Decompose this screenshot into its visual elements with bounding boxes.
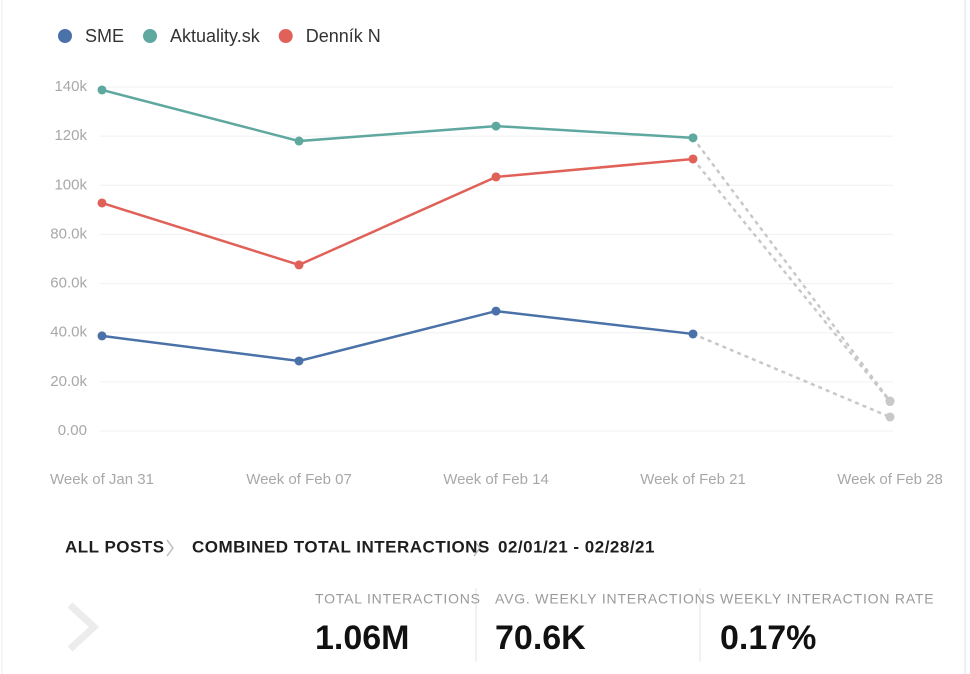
breadcrumb[interactable]: COMBINED TOTAL INTERACTIONS bbox=[192, 537, 490, 556]
y-tick-label: 140k bbox=[54, 78, 87, 95]
series-line bbox=[101, 309, 694, 363]
y-tick-label: 80.0k bbox=[50, 225, 87, 242]
series-line bbox=[101, 157, 694, 267]
breadcrumb[interactable]: ALL POSTS bbox=[65, 537, 165, 556]
stat-value: 70.6K bbox=[495, 619, 586, 657]
point bbox=[97, 331, 107, 341]
legend-label: Denník N bbox=[306, 26, 381, 46]
breadcrumb: 02/01/21 - 02/28/21 bbox=[498, 537, 655, 556]
x-tick-label: Week of Jan 31 bbox=[50, 471, 154, 488]
y-tick-label: 100k bbox=[54, 176, 87, 193]
stat-label: AVG. WEEKLY INTERACTIONS bbox=[495, 591, 716, 607]
x-tick-label: Week of Feb 07 bbox=[246, 471, 352, 488]
y-tick-label: 40.0k bbox=[50, 324, 87, 341]
stat-label: WEEKLY INTERACTION RATE bbox=[720, 591, 934, 607]
y-tick-label: 120k bbox=[54, 127, 87, 144]
breadcrumb-separator bbox=[166, 539, 481, 557]
series-line bbox=[101, 88, 694, 143]
x-tick-label: Week of Feb 21 bbox=[640, 471, 746, 488]
projected-line bbox=[691, 137, 892, 402]
point bbox=[491, 172, 501, 182]
point bbox=[97, 85, 107, 95]
projected-line bbox=[692, 332, 891, 419]
point bbox=[885, 397, 895, 407]
legend-marker bbox=[58, 29, 72, 43]
y-tick-label: 60.0k bbox=[50, 275, 87, 292]
legend-marker bbox=[278, 29, 293, 43]
legend-marker bbox=[143, 29, 158, 43]
x-tick-label: Week of Feb 28 bbox=[837, 471, 943, 488]
point bbox=[294, 136, 304, 146]
projected-line bbox=[692, 158, 891, 403]
stat-label: TOTAL INTERACTIONS bbox=[315, 591, 481, 607]
point bbox=[688, 133, 698, 143]
point bbox=[294, 260, 304, 270]
point bbox=[688, 329, 698, 339]
stat-value: 1.06M bbox=[315, 619, 410, 657]
x-tick-label: Week of Feb 14 bbox=[443, 471, 549, 488]
legend-label: SME bbox=[85, 26, 124, 46]
point bbox=[688, 154, 698, 164]
point bbox=[885, 412, 895, 422]
point bbox=[97, 198, 107, 208]
legend-label: Aktuality.sk bbox=[170, 26, 261, 46]
next-arrow[interactable] bbox=[67, 602, 100, 652]
y-tick-label: 0.00 bbox=[58, 422, 87, 439]
point bbox=[294, 356, 304, 366]
stat-value: 0.17% bbox=[720, 619, 816, 657]
y-tick-label: 20.0k bbox=[50, 373, 87, 390]
point bbox=[491, 121, 501, 131]
point bbox=[491, 306, 501, 316]
